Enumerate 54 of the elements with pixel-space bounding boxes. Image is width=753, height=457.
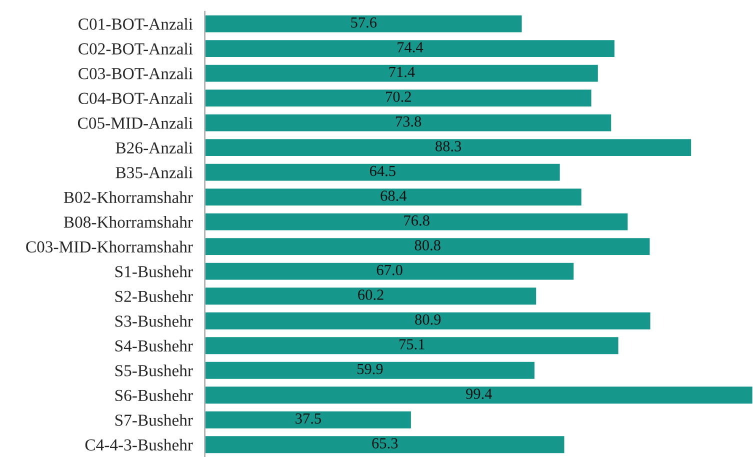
bar (204, 138, 692, 158)
data-label: 80.8 (414, 240, 440, 250)
y-tick-label: S3-Bushehr (115, 315, 193, 327)
y-tick-label: S7-Bushehr (115, 414, 193, 426)
y-tick-label: S5-Bushehr (115, 364, 193, 376)
data-label: 74.4 (398, 42, 424, 52)
y-tick-label: S2-Bushehr (115, 290, 193, 302)
bar (204, 88, 593, 108)
y-tick-label: S1-Bushehr (115, 266, 193, 278)
y-tick-label: B08-Khorramshahr (64, 216, 193, 228)
data-label: 71.4 (389, 66, 415, 78)
bar (204, 187, 583, 207)
data-label: 67.0 (376, 264, 402, 276)
bar (204, 38, 616, 58)
bar (204, 410, 412, 430)
data-label: 88.3 (436, 141, 462, 152)
y-tick-label: S4-Bushehr (115, 340, 193, 352)
data-label: 76.8 (404, 215, 430, 226)
bar (204, 434, 566, 454)
bar (204, 14, 524, 34)
bar (204, 63, 600, 84)
data-label: 99.4 (466, 388, 492, 400)
y-tick-label: B35-Anzali (116, 166, 193, 178)
bar (204, 112, 613, 133)
data-label: 65.3 (372, 438, 398, 449)
y-tick-label: C03-BOT-Anzali (78, 68, 193, 80)
data-label: 75.1 (400, 339, 424, 350)
bar (204, 162, 562, 182)
data-label: 80.9 (415, 314, 441, 325)
bar (204, 261, 576, 282)
y-tick-label: C01-BOT-Anzali (78, 18, 193, 30)
y-tick-label: C4-4-3-Bushehr (85, 438, 193, 451)
bar (204, 336, 620, 356)
data-label: 59.9 (358, 364, 383, 374)
y-tick-label: C02-BOT-Anzali (78, 42, 193, 55)
data-label: 37.5 (296, 413, 321, 424)
data-label: 60.2 (358, 290, 384, 300)
bar (204, 360, 536, 380)
bar (204, 286, 538, 306)
data-label: 73.8 (396, 116, 422, 127)
y-tick-label: B26-Anzali (116, 142, 193, 154)
data-label: 68.4 (380, 190, 407, 201)
bar (204, 311, 652, 331)
data-label: 64.5 (370, 166, 396, 176)
y-tick-label: S6-Bushehr (115, 389, 193, 402)
y-tick-label: C03-MID-Khorramshahr (26, 240, 193, 253)
data-label: 70.2 (386, 92, 411, 102)
y-tick-label: C04-BOT-Anzali (78, 92, 193, 104)
data-label: 57.6 (351, 17, 377, 28)
bar (204, 236, 652, 256)
y-tick-label: C05-MID-Anzali (78, 117, 193, 129)
bar (204, 212, 630, 232)
bar (204, 385, 753, 405)
y-tick-label: B02-Khorramshahr (64, 191, 193, 204)
